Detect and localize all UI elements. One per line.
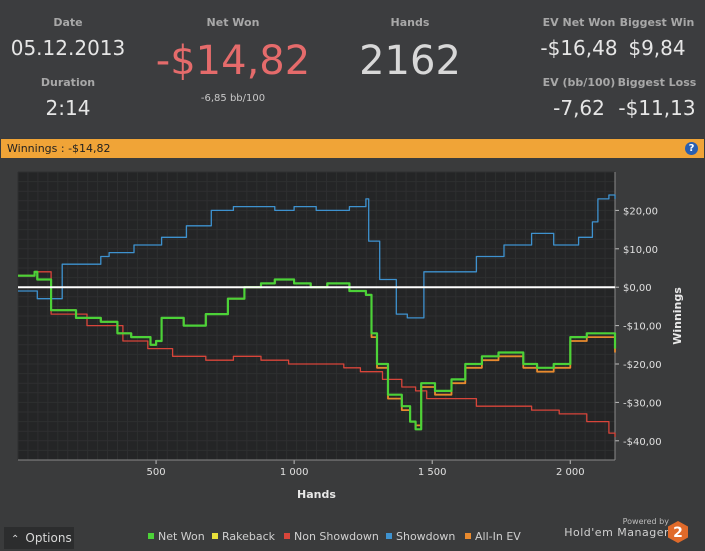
y-tick-label: $0,00: [623, 283, 652, 294]
y-tick-label: $20,00: [623, 206, 658, 217]
options-label: Options: [25, 531, 72, 545]
series-line-net-won: [18, 270, 617, 431]
x-axis-title: Hands: [297, 488, 336, 501]
date-label: Date: [53, 16, 83, 29]
winnings-graph-svg: $20,00 $10,00 $0,00 -$10,00 -$20,00 -$30,00 -$…: [17, 171, 684, 501]
legend-all-in-ev[interactable]: All-In EV: [465, 530, 521, 543]
brand-logo: Powered by Hold'em Manager: [564, 517, 669, 539]
y-tick-label: -$20,00: [623, 360, 662, 371]
biggest-loss-value: -$11,13: [618, 96, 696, 120]
legend-swatch-net-won: [148, 533, 154, 539]
legend-label-all-in-ev: All-In EV: [475, 530, 521, 543]
y-tick-label: $10,00: [623, 245, 658, 256]
legend-showdown[interactable]: Showdown: [386, 530, 455, 543]
session-stats-panel: Date 05.12.2013 Duration 2:14 Net Won -$…: [0, 0, 705, 138]
brand-powered-by: Powered by: [622, 517, 669, 526]
chevron-up-icon: ⌃: [11, 534, 20, 545]
legend-label-net-won: Net Won: [158, 530, 205, 543]
hands-value: 2162: [359, 38, 461, 84]
brand-name: Hold'em Manager: [564, 526, 669, 539]
ev-bb-label: EV (bb/100): [542, 76, 616, 89]
date-value: 05.12.2013: [10, 36, 126, 60]
legend-label-rakeback: Rakeback: [222, 530, 276, 543]
legend-swatch-all-in-ev: [465, 533, 471, 539]
bb-per-100-value: -6,85 bb/100: [200, 93, 266, 104]
biggest-win-label: Biggest Win: [619, 16, 695, 29]
x-tick-label: 500: [147, 467, 166, 478]
biggest-loss-label: Biggest Loss: [617, 76, 697, 89]
net-won-label: Net Won: [206, 16, 260, 29]
x-tick-label: 1 500: [418, 467, 447, 478]
legend-non-showdown[interactable]: Non Showdown: [284, 530, 379, 543]
hands-label: Hands: [390, 16, 430, 29]
winnings-banner: Winnings : -$14,82 ?: [1, 139, 704, 158]
ev-net-won-value: -$16,48: [540, 36, 618, 60]
duration-value: 2:14: [45, 96, 91, 120]
series-line-showdown: [18, 194, 616, 319]
series-line-non-showdown: [18, 271, 616, 437]
y-tick-label: -$40,00: [623, 437, 662, 448]
net-won-value: -$14,82: [155, 38, 311, 84]
options-button[interactable]: ⌃ Options: [4, 527, 74, 549]
ev-bb-value: -7,62: [553, 96, 605, 120]
biggest-win-value: $9,84: [628, 36, 686, 60]
winnings-banner-text: Winnings : -$14,82: [7, 142, 111, 155]
y-tick-label: -$30,00: [623, 398, 662, 409]
x-tick-label: 1 000: [280, 467, 309, 478]
legend-label-non-showdown: Non Showdown: [294, 530, 379, 543]
duration-label: Duration: [40, 76, 96, 89]
x-tick-label: 2 000: [556, 467, 585, 478]
brand-badge-text: 2: [673, 525, 683, 541]
winnings-chart: $20,00 $10,00 $0,00 -$10,00 -$20,00 -$30,00 -$…: [1, 159, 704, 525]
y-tick-label: -$10,00: [623, 322, 662, 333]
legend-swatch-rakeback: [212, 533, 218, 539]
legend-swatch-non-showdown: [284, 533, 290, 539]
legend-rakeback[interactable]: Rakeback: [212, 530, 275, 543]
y-axis-title: Winnings: [671, 287, 684, 345]
legend-net-won[interactable]: Net Won: [148, 530, 205, 543]
legend-swatch-showdown: [386, 533, 392, 539]
chart-footer: ⌃ Options Net Won Rakeback Non Showdown S…: [0, 517, 705, 551]
brand-badge-icon: 2: [668, 521, 688, 543]
legend-label-showdown: Showdown: [396, 530, 456, 543]
ev-net-won-label: EV Net Won: [542, 16, 616, 29]
help-icon[interactable]: ?: [685, 142, 698, 155]
